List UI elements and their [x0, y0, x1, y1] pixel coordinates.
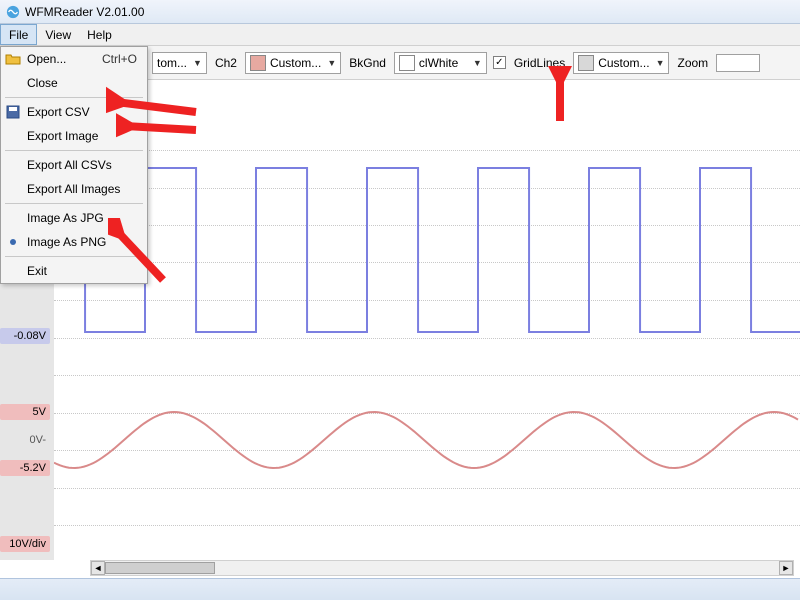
axis-label-0v: 0V-	[0, 432, 50, 448]
save-icon	[5, 104, 21, 120]
menu-item-export-all-images[interactable]: Export All Images	[1, 177, 147, 201]
menubar: File View Help	[0, 24, 800, 46]
titlebar: WFMReader V2.01.00	[0, 0, 800, 24]
menu-item-exit[interactable]: Exit	[1, 259, 147, 283]
folder-open-icon	[5, 51, 21, 67]
ch1-color-combo[interactable]: tom... ▼	[152, 52, 207, 74]
file-menu-dropdown: Open... Ctrl+O Close Export CSV Export I…	[0, 46, 148, 284]
menu-help[interactable]: Help	[79, 24, 120, 45]
axis-label-minus52v: -5.2V	[0, 460, 50, 476]
window-title: WFMReader V2.01.00	[25, 5, 144, 19]
menu-item-open[interactable]: Open... Ctrl+O	[1, 47, 147, 71]
menu-item-export-all-csvs[interactable]: Export All CSVs	[1, 153, 147, 177]
menu-item-close[interactable]: Close	[1, 71, 147, 95]
color-swatch	[399, 55, 415, 71]
chevron-down-icon: ▼	[471, 58, 484, 68]
ch2-color-combo[interactable]: Custom... ▼	[245, 52, 341, 74]
axis-label-scale: 10V/div	[0, 536, 50, 552]
statusbar	[0, 578, 800, 600]
chevron-down-icon: ▼	[191, 58, 204, 68]
color-swatch	[250, 55, 266, 71]
app-icon	[6, 5, 20, 19]
gridlines-color-combo[interactable]: Custom... ▼	[573, 52, 669, 74]
scrollbar-thumb[interactable]	[105, 562, 215, 574]
menu-item-export-image[interactable]: Export Image	[1, 124, 147, 148]
scroll-left-icon[interactable]: ◄	[91, 561, 105, 575]
bkgnd-color-combo[interactable]: clWhite ▼	[394, 52, 487, 74]
chevron-down-icon: ▼	[654, 58, 667, 68]
gridlines-checkbox[interactable]: ✓	[493, 56, 506, 69]
sine-wave	[54, 80, 800, 560]
chevron-down-icon: ▼	[325, 58, 338, 68]
menu-view[interactable]: View	[37, 24, 79, 45]
axis-label-plus5v: 5V	[0, 404, 50, 420]
color-swatch	[578, 55, 594, 71]
zoom-input[interactable]	[716, 54, 760, 72]
gridlines-label: GridLines	[514, 56, 565, 70]
ch2-label: Ch2	[215, 56, 237, 70]
scroll-right-icon[interactable]: ►	[779, 561, 793, 575]
axis-label-ch1: -0.08V	[0, 328, 50, 344]
bullet-icon	[5, 234, 21, 250]
horizontal-scrollbar[interactable]: ◄ ►	[90, 560, 794, 576]
zoom-label: Zoom	[677, 56, 708, 70]
bkgnd-label: BkGnd	[349, 56, 386, 70]
menu-item-export-csv[interactable]: Export CSV	[1, 100, 147, 124]
menu-file[interactable]: File	[0, 24, 37, 45]
menu-item-image-as-png[interactable]: Image As PNG	[1, 230, 147, 254]
menu-item-image-as-jpg[interactable]: Image As JPG	[1, 206, 147, 230]
